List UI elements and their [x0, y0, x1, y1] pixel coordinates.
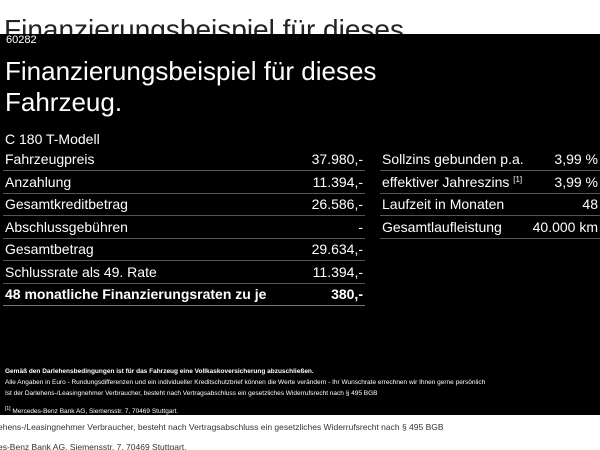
row-label: Fahrzeugpreis: [3, 148, 303, 171]
withdrawal-right-note: Ist der Darlehens-/Leasingnehmer Verbrau…: [5, 390, 378, 397]
footnote-marker: [1]: [513, 174, 523, 184]
table-row: effektiver Jahreszins [1] 3,99 %: [380, 170, 600, 194]
row-label: Sollzins gebunden p.a.: [380, 148, 530, 171]
row-label: Laufzeit in Monaten: [380, 193, 530, 216]
footnote-text: Mercedes-Benz Bank AG, Siemensstr. 7, 70…: [12, 408, 179, 416]
model-name: C 180 T-Modell: [5, 131, 100, 147]
row-label: Gesamtlaufleistung: [380, 215, 530, 239]
table-row: Gesamtlaufleistung 40.000 km: [380, 215, 600, 239]
footnote: [1] Mercedes-Benz Bank AG, Siemensstr. 7…: [5, 406, 178, 415]
row-value: -: [302, 215, 365, 239]
table-row: Gesamtbetrag 29.634,-: [3, 238, 365, 261]
insurance-note: Gemäß den Darlehensbedingungen ist für d…: [5, 368, 314, 375]
table-row: Fahrzeugpreis 37.980,-: [3, 148, 365, 171]
row-label: Gesamtkreditbetrag: [3, 193, 303, 216]
background-page-top: Finanzierungsbeispiel für dieses: [0, 0, 600, 34]
background-text-line: ehens-/Leasingnehmer Verbraucher, besteh…: [0, 422, 444, 432]
disclaimer-line: Alle Angaben in Euro - Rundungsdifferenz…: [5, 379, 486, 386]
row-label: effektiver Jahreszins: [382, 173, 510, 190]
row-value: 11.394,-: [302, 170, 365, 194]
table-row: Abschlussgebühren -: [3, 215, 365, 239]
row-value: 26.586,-: [302, 193, 365, 216]
table-row: Anzahlung 11.394,-: [3, 170, 365, 194]
row-value: 37.980,-: [302, 148, 365, 171]
financing-table-left: Fahrzeugpreis 37.980,- Anzahlung 11.394,- …: [3, 148, 365, 306]
table-row: Sollzins gebunden p.a. 3,99 %: [380, 148, 600, 171]
row-value: 11.394,-: [302, 260, 365, 284]
financing-table-right: Sollzins gebunden p.a. 3,99 % effektiver …: [380, 148, 600, 239]
monthly-rate-value: 380,-: [302, 283, 365, 306]
table-row: Schlussrate als 49. Rate 11.394,-: [3, 260, 365, 284]
background-heading-text: Finanzierungsbeispiel für dieses: [4, 14, 404, 34]
monthly-rate-row: 48 monatliche Finanzierungsraten zu je 38…: [3, 283, 365, 306]
row-label: Gesamtbetrag: [3, 238, 303, 261]
row-label-with-footnote: effektiver Jahreszins [1]: [380, 170, 530, 194]
financing-heading: Finanzierungsbeispiel für dieses Fahrzeu…: [5, 56, 377, 117]
row-value: 3,99 %: [529, 148, 600, 171]
row-label: Abschlussgebühren: [3, 215, 303, 239]
footnote-marker: [1]: [5, 406, 11, 412]
table-row: Laufzeit in Monaten 48: [380, 193, 600, 216]
row-value: 40.000 km: [529, 215, 600, 239]
row-value: 29.634,-: [302, 238, 365, 261]
background-page-bottom: ehens-/Leasingnehmer Verbraucher, besteh…: [0, 415, 600, 450]
offer-code: 60282: [6, 34, 37, 46]
row-label: Anzahlung: [3, 170, 303, 194]
background-text-line: es-Benz Bank AG, Siemensstr. 7, 70469 St…: [0, 442, 187, 450]
row-value: 3,99 %: [529, 170, 600, 194]
row-label: Schlussrate als 49. Rate: [3, 260, 303, 284]
financing-overlay: 60282 Finanzierungsbeispiel für dieses F…: [0, 34, 600, 415]
row-value: 48: [529, 193, 600, 216]
table-row: Gesamtkreditbetrag 26.586,-: [3, 193, 365, 216]
monthly-rate-label: 48 monatliche Finanzierungsraten zu je: [3, 283, 303, 306]
